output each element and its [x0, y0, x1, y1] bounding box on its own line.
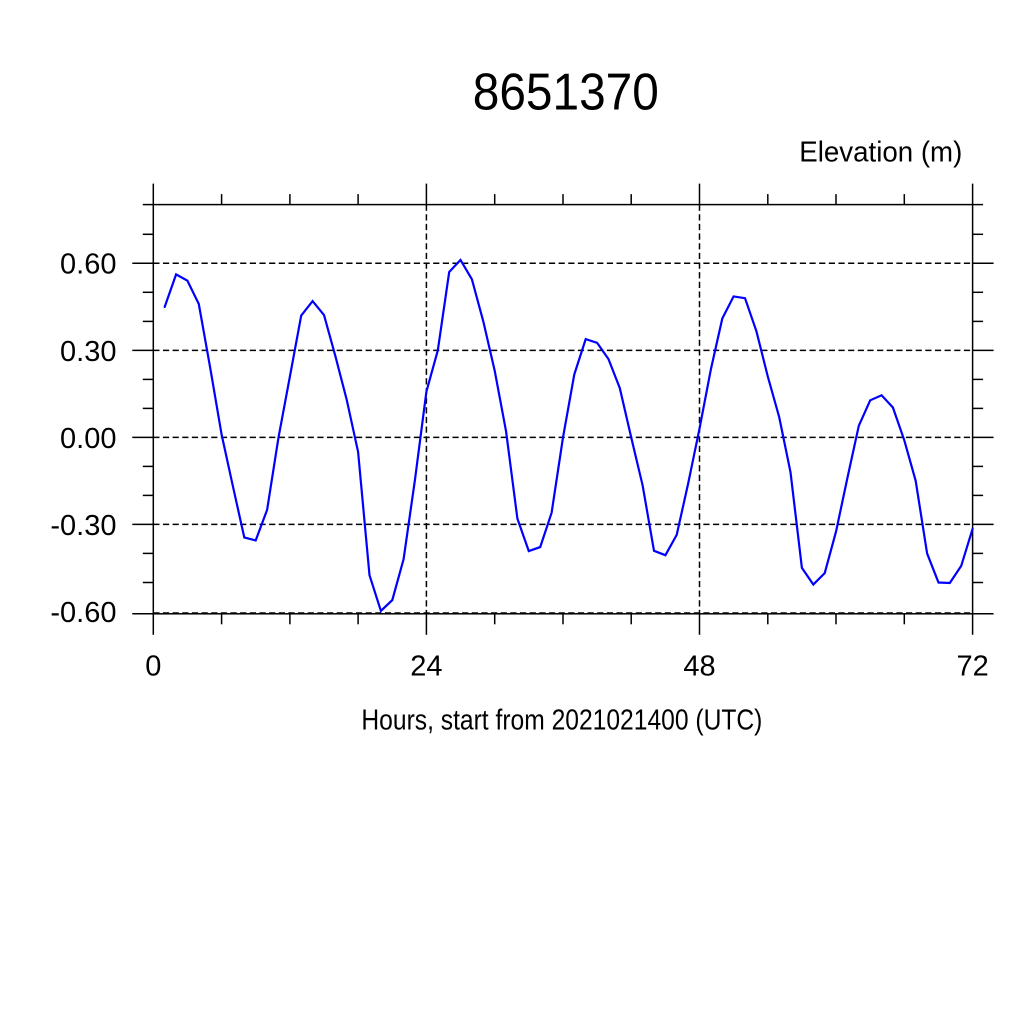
svg-text:-0.30: -0.30 [50, 510, 116, 542]
svg-text:-0.60: -0.60 [50, 597, 116, 629]
svg-text:Hours, start from 2021021400 (: Hours, start from 2021021400 (UTC) [361, 705, 762, 737]
svg-text:0: 0 [145, 651, 161, 683]
svg-text:48: 48 [683, 651, 715, 683]
svg-text:0.30: 0.30 [60, 336, 116, 368]
svg-text:0.00: 0.00 [60, 423, 116, 455]
svg-text:0.60: 0.60 [60, 249, 116, 281]
svg-text:24: 24 [410, 651, 442, 683]
svg-text:Elevation (m): Elevation (m) [799, 137, 962, 169]
svg-text:8651370: 8651370 [473, 64, 659, 122]
svg-text:72: 72 [956, 651, 988, 683]
